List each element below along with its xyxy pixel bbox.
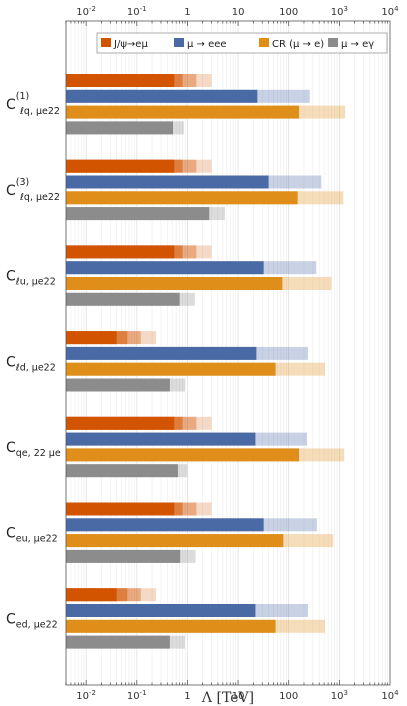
x-tick-label-top: 10-1 bbox=[127, 5, 147, 18]
bar-segment bbox=[66, 346, 257, 360]
bar-segment bbox=[66, 105, 300, 119]
row-label: Cℓu, μe22 bbox=[6, 269, 56, 288]
bar-segment bbox=[66, 534, 284, 548]
bar-segment bbox=[66, 159, 175, 173]
legend-entry: CR (μ → e) bbox=[272, 39, 324, 50]
bar-segment bbox=[66, 261, 264, 275]
bar-segment bbox=[66, 378, 170, 392]
legend-swatch bbox=[101, 38, 111, 47]
bar-segment bbox=[66, 175, 269, 189]
row-labels: C(1) ℓq, μe22 C(3) ℓq, μe22 Cℓu, μe22 Cℓd, μe… bbox=[6, 91, 61, 630]
x-tick-label-top: 103 bbox=[331, 5, 348, 18]
x-tick-label-bottom: 104 bbox=[381, 689, 399, 702]
bar-segment bbox=[66, 121, 174, 135]
bar-segment bbox=[66, 464, 178, 478]
bars bbox=[66, 74, 346, 649]
x-tick-label-top: 10 bbox=[232, 7, 245, 18]
x-axis-label: Λ [TeV] bbox=[201, 690, 254, 706]
bar-segment bbox=[66, 416, 175, 430]
x-tick-label-bottom: 103 bbox=[331, 689, 348, 702]
plot-frame bbox=[65, 20, 391, 686]
legend-entry: μ → eγ bbox=[341, 39, 374, 50]
legend-entry: J/ψ→eμ bbox=[113, 39, 148, 50]
x-tick-label-bottom: 10-1 bbox=[127, 689, 147, 702]
bar-segment bbox=[66, 604, 256, 617]
bar-segment bbox=[66, 277, 283, 290]
legend-entry: μ → eee bbox=[187, 39, 227, 50]
row-label: C(3) ℓq, μe22 bbox=[6, 177, 60, 203]
bar-segment bbox=[66, 518, 264, 532]
row-label: Ceu, μe22 bbox=[6, 526, 58, 545]
bar-segment bbox=[66, 207, 210, 221]
x-tick-label-bottom: 10-2 bbox=[76, 689, 96, 702]
bar-segment bbox=[66, 191, 298, 205]
bar-segment bbox=[66, 292, 180, 306]
row-label: Cℓd, μe22 bbox=[6, 354, 56, 373]
bar-segment bbox=[66, 89, 258, 103]
bar-segment bbox=[66, 331, 117, 345]
bar-segment bbox=[66, 74, 175, 87]
legend-swatch bbox=[174, 38, 184, 47]
legend: J/ψ→eμ μ → eee CR (μ → e) μ → eγ bbox=[96, 32, 388, 54]
legend-swatch bbox=[259, 38, 269, 47]
x-tick-label-top: 10-2 bbox=[76, 5, 96, 18]
bar-segment bbox=[66, 448, 300, 462]
bar-segment bbox=[66, 245, 175, 259]
x-tick-label-bottom: 100 bbox=[279, 691, 298, 702]
x-tick-label-top: 100 bbox=[279, 7, 298, 18]
legend-box bbox=[96, 32, 388, 54]
bar-segment bbox=[66, 549, 181, 563]
x-tick-label-bottom: 10 bbox=[232, 691, 245, 702]
row-label: Cqe, 22 μe bbox=[6, 440, 61, 459]
legend-swatch bbox=[328, 38, 338, 47]
bar-segment bbox=[66, 619, 276, 633]
bar-segment bbox=[66, 502, 175, 516]
x-tick-label-top: 1 bbox=[184, 7, 190, 18]
row-label: C(1) ℓq, μe22 bbox=[6, 91, 60, 117]
x-tick-label-bottom: 1 bbox=[184, 691, 190, 702]
bar-segment bbox=[66, 362, 276, 376]
bar-segment bbox=[66, 432, 256, 446]
x-tick-label-top: 104 bbox=[381, 5, 399, 18]
axis-ticks: 10-2 10-2 10-1 10-1 1 1 10 10 100 100 103 103 104 104 bbox=[65, 5, 399, 702]
bar-segment bbox=[66, 635, 170, 649]
row-label: Ced, μe22 bbox=[6, 611, 58, 630]
bar-segment bbox=[66, 588, 117, 602]
